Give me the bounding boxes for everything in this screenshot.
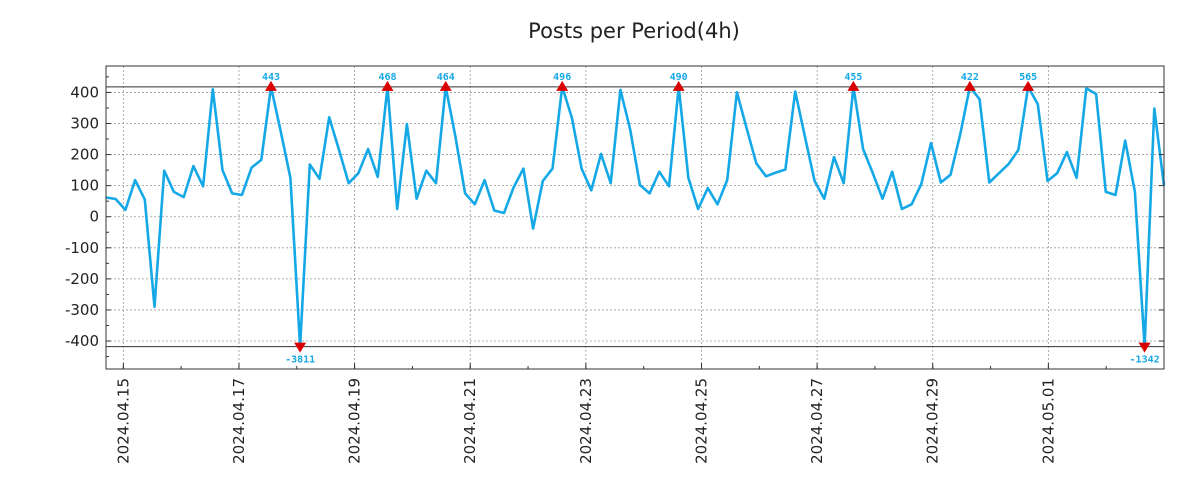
series-layer — [105, 85, 1166, 348]
y-tick-label: -100 — [65, 239, 99, 257]
max-label: 496 — [553, 72, 571, 83]
reference-lines — [106, 86, 1164, 348]
x-tick-label: 2024.04.19 — [346, 378, 364, 464]
max-label: 422 — [961, 72, 979, 83]
x-tick-label: 2024.05.01 — [1039, 378, 1057, 464]
x-axis-ticks: 2024.04.15 2024.04.17 2024.04.19 2024.04.21… — [114, 363, 1107, 464]
max-marker — [439, 80, 452, 91]
max-label: 443 — [262, 72, 280, 83]
max-marker — [672, 80, 685, 91]
series-line-posts — [105, 85, 1166, 348]
x-tick-label: 2024.04.29 — [924, 378, 942, 464]
y-tick-label: -300 — [65, 301, 99, 319]
grid-layer — [106, 66, 1164, 369]
min-label: -3811 — [285, 355, 315, 366]
y-tick-label: 0 — [89, 208, 99, 226]
min-marker — [1138, 342, 1151, 353]
x-tick-label: 2024.04.15 — [114, 378, 132, 464]
max-marker — [963, 80, 976, 91]
y-tick-label: 400 — [70, 83, 99, 101]
x-tick-label: 2024.04.21 — [461, 378, 479, 464]
max-label: 464 — [437, 72, 455, 83]
max-marker — [265, 80, 278, 91]
chart-title: Posts per Period(4h) — [528, 19, 740, 43]
max-label: 455 — [844, 72, 862, 83]
max-marker — [847, 80, 860, 91]
max-label: 565 — [1019, 72, 1037, 83]
min-marker — [294, 342, 307, 353]
max-marker — [556, 80, 569, 91]
max-marker — [1022, 80, 1035, 91]
max-marker — [381, 80, 394, 91]
y-tick-label: 100 — [70, 177, 99, 195]
annotation-markers: 443 -3811 468 464 496 490 455 422 565 -1342 — [262, 72, 1160, 366]
x-tick-label: 2024.04.25 — [692, 378, 710, 464]
x-tick-label: 2024.04.17 — [230, 378, 248, 464]
min-label: -1342 — [1130, 355, 1160, 366]
plot-frame — [105, 65, 1165, 370]
y-tick-label: -400 — [65, 332, 99, 350]
x-tick-label: 2024.04.27 — [808, 378, 826, 464]
max-label: 468 — [378, 72, 396, 83]
y-tick-label: -200 — [65, 270, 99, 288]
y-tick-label: 200 — [70, 146, 99, 164]
y-axis-ticks: 400 300 200 100 0 -100 -200 -300 -400 — [65, 76, 1164, 358]
max-label: 490 — [670, 72, 688, 83]
y-tick-label: 300 — [70, 114, 99, 132]
x-tick-label: 2024.04.23 — [577, 378, 595, 464]
